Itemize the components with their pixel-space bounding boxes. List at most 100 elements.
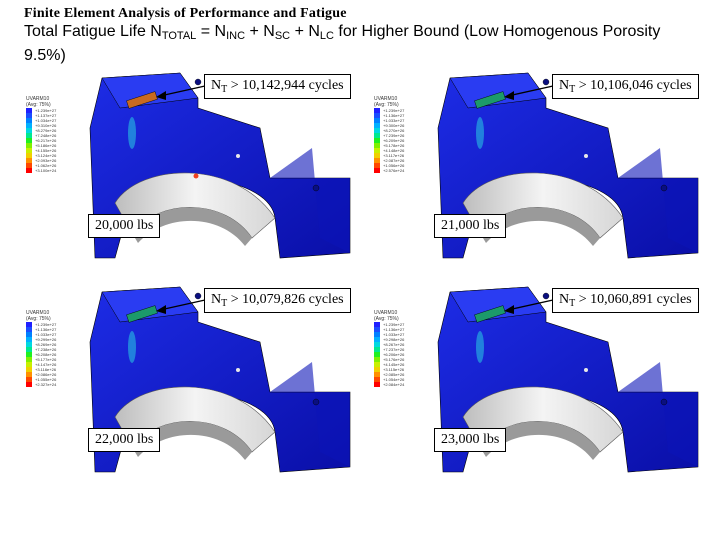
- node-marker: [236, 154, 240, 158]
- legend-row: +1.239e+27: [26, 322, 76, 327]
- legend-swatch: [374, 347, 380, 352]
- fem-model-image: [89, 72, 351, 259]
- hot-node-marker: [193, 173, 199, 179]
- fatigue-life-callout: NT > 10,060,891 cycles: [552, 288, 699, 313]
- legend-row: +1.033e+27: [374, 332, 424, 337]
- legend-value: +2.086e+26: [35, 372, 57, 377]
- legend-value: +7.238e+26: [35, 347, 57, 352]
- contour-legend: UVARM10 (Avg: 75%) +1.239e+27 +1.136e+27 +1…: [26, 310, 76, 387]
- legend-swatch: [26, 143, 32, 148]
- legend-swatch: [26, 367, 32, 372]
- fatigue-life-callout: NT > 10,142,944 cycles: [204, 74, 351, 99]
- node-marker: [236, 368, 240, 372]
- bearing-cap-side: [618, 362, 698, 467]
- legend-row: +1.033e+27: [374, 118, 424, 123]
- legend-value: +1.137e+27: [35, 113, 57, 118]
- load-label: 22,000 lbs: [88, 428, 161, 452]
- callout-arrow: [507, 85, 554, 97]
- bolt-hot-spot: [474, 305, 506, 323]
- legend-value: +5.186e+26: [35, 143, 57, 148]
- legend-value: +3.124e+26: [35, 153, 57, 158]
- legend-value: +4.148e+26: [383, 148, 405, 153]
- legend-row: +8.270e+26: [374, 128, 424, 133]
- legend-value: +9.310e+26: [35, 123, 57, 128]
- legend-value: +5.176e+26: [383, 357, 405, 362]
- legend-swatch: [374, 113, 380, 118]
- legend-swatch: [26, 342, 32, 347]
- legend-swatch: [374, 133, 380, 138]
- fatigue-life-callout: NT > 10,079,826 cycles: [204, 288, 351, 313]
- legend-value: +4.155e+26: [35, 148, 57, 153]
- fem-panel-23000: UVARM10 (Avg: 75%) +1.239e+27 +1.136e+27 +1…: [368, 282, 708, 482]
- legend-row: +1.054e+26: [374, 377, 424, 382]
- legend-row: +2.087e+26: [374, 158, 424, 163]
- legend-value: +4.145e+26: [383, 362, 405, 367]
- legend-value: +8.270e+26: [383, 128, 405, 133]
- legend-swatch: [26, 382, 32, 387]
- bolt-hot-spot: [126, 91, 158, 109]
- bearing-shell-inner: [480, 421, 600, 460]
- legend-title: UVARM10 (Avg: 75%): [374, 310, 399, 322]
- legend-row: +5.178e+26: [374, 143, 424, 148]
- legend-swatch: [26, 133, 32, 138]
- bearing-shell-inner: [132, 207, 252, 246]
- callout-arrow: [159, 299, 206, 311]
- legend-value: +9.298e+26: [383, 337, 405, 342]
- legend-row: +1.136e+27: [374, 327, 424, 332]
- legend-row: +5.177e+26: [26, 357, 76, 362]
- legend-swatch: [374, 108, 380, 113]
- fatigue-life-callout: NT > 10,106,046 cycles: [552, 74, 699, 99]
- legend-value: +1.136e+27: [383, 113, 405, 118]
- legend-swatch: [374, 342, 380, 347]
- legend-row: +5.186e+26: [26, 143, 76, 148]
- legend-swatch: [26, 372, 32, 377]
- legend-swatch: [26, 148, 32, 153]
- legend-swatch: [26, 108, 32, 113]
- load-label: 20,000 lbs: [88, 214, 161, 238]
- legend-swatch: [374, 123, 380, 128]
- contour-legend: UVARM10 (Avg: 75%) +1.239e+27 +1.137e+27 +1…: [26, 96, 76, 173]
- legend-row: +9.298e+26: [374, 337, 424, 342]
- bearing-shell-inner: [480, 207, 600, 246]
- legend-swatch: [374, 367, 380, 372]
- legend-value: +1.033e+27: [383, 118, 405, 123]
- stress-streak: [476, 331, 484, 363]
- slide-title: Total Fatigue Life NTOTAL = NINC + NSC +…: [24, 23, 661, 64]
- legend-value: +8.267e+26: [383, 342, 405, 347]
- legend-value: +4.147e+26: [35, 362, 57, 367]
- legend-swatch: [26, 352, 32, 357]
- legend-row: +2.086e+26: [26, 372, 76, 377]
- legend-row: +1.136e+27: [374, 113, 424, 118]
- legend-row: +1.062e+26: [26, 163, 76, 168]
- bearing-cap-top: [449, 72, 547, 109]
- legend-row: +5.176e+26: [374, 357, 424, 362]
- legend-value: +1.136e+27: [383, 327, 405, 332]
- fem-model-image: [437, 286, 699, 473]
- legend-value: +1.136e+27: [35, 327, 57, 332]
- bearing-shell-inner: [132, 421, 252, 460]
- legend-value: +6.217e+26: [35, 138, 57, 143]
- bolt-hole: [194, 78, 202, 86]
- legend-row: +7.248e+26: [26, 133, 76, 138]
- legend-value: +1.239e+27: [35, 322, 57, 327]
- node-marker: [584, 154, 588, 158]
- legend-row: +8.269e+26: [26, 342, 76, 347]
- callout-arrow: [159, 85, 206, 97]
- legend-row: +1.056e+26: [374, 163, 424, 168]
- legend-row: +8.267e+26: [374, 342, 424, 347]
- legend-value: +9.300e+26: [383, 123, 405, 128]
- legend-row: +2.085e+26: [374, 372, 424, 377]
- stress-streak: [476, 117, 484, 149]
- legend-row: +3.124e+26: [26, 153, 76, 158]
- legend-swatch: [374, 332, 380, 337]
- legend-row: +1.055e+26: [26, 377, 76, 382]
- stress-streak: [128, 331, 136, 363]
- legend-swatch: [26, 362, 32, 367]
- legend-row: +7.237e+26: [374, 347, 424, 352]
- legend-swatch: [374, 138, 380, 143]
- contour-legend: UVARM10 (Avg: 75%) +1.239e+27 +1.136e+27 +1…: [374, 96, 424, 173]
- legend-swatch: [26, 113, 32, 118]
- bearing-cap-top: [101, 286, 199, 323]
- bearing-cap-side: [270, 362, 350, 467]
- legend-swatch: [374, 382, 380, 387]
